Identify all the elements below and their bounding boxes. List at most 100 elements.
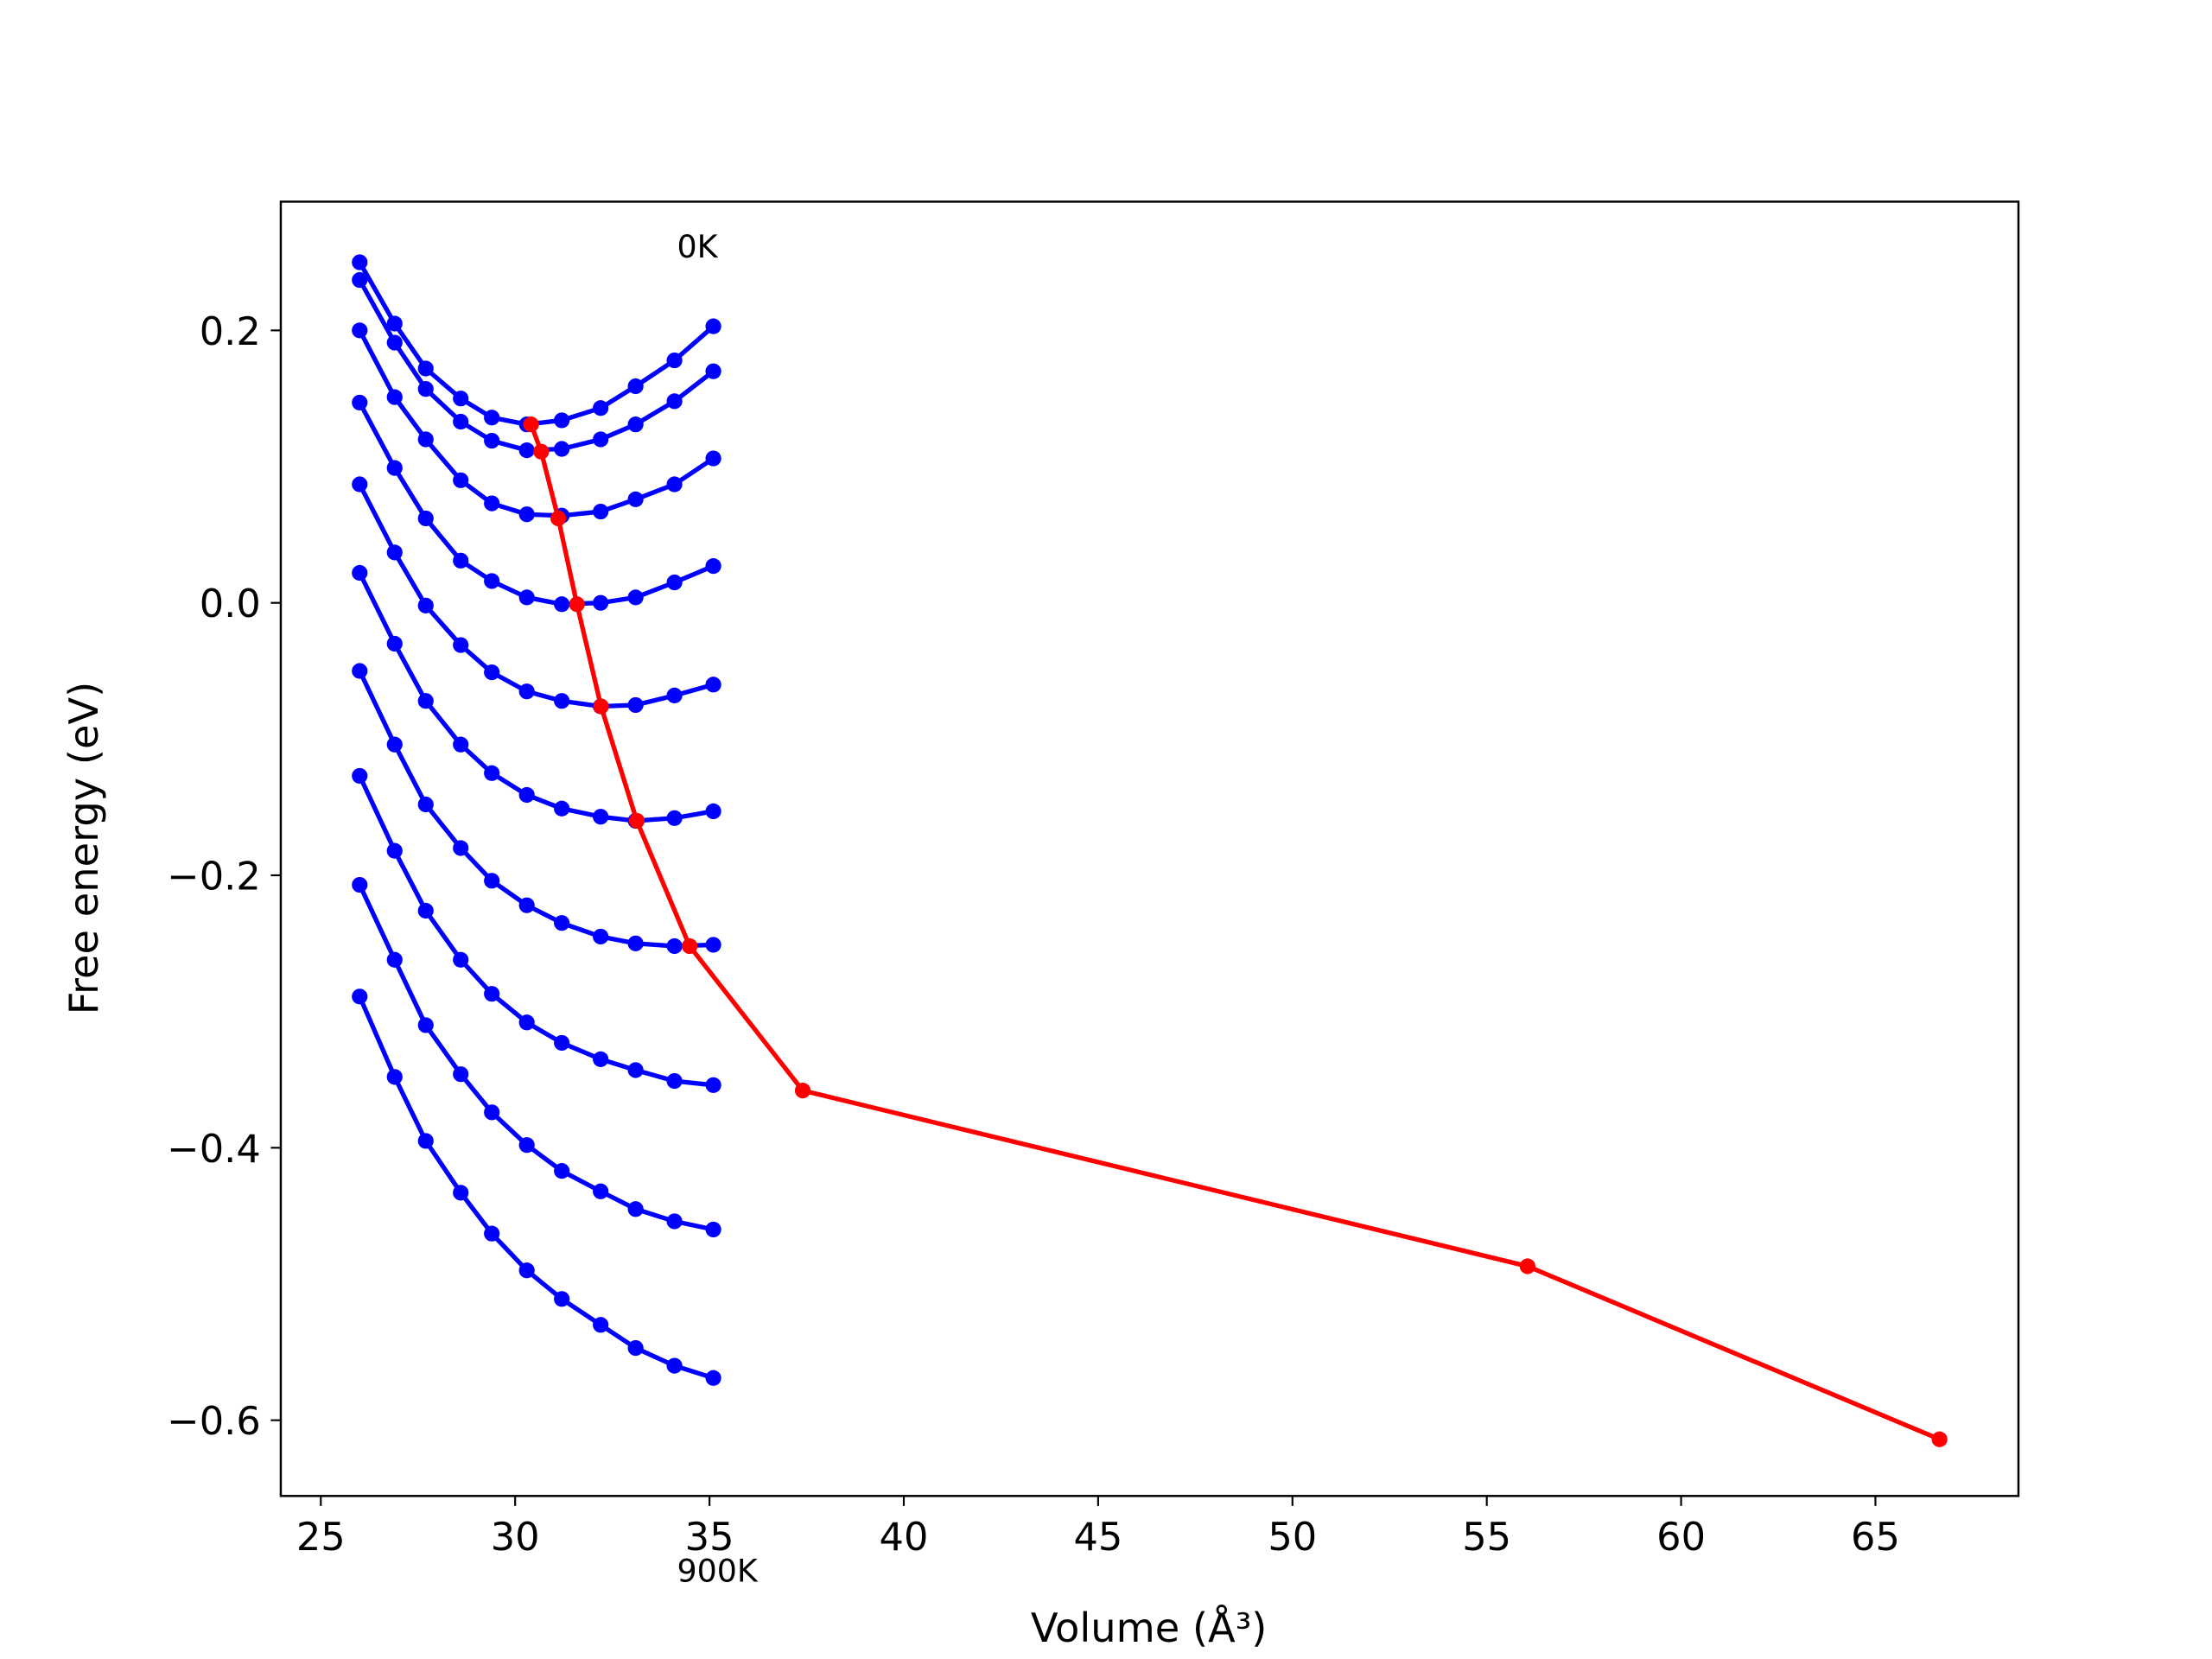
x-tick-label: 65 [1851, 1515, 1900, 1560]
data-point [453, 1066, 469, 1083]
data-point [627, 1062, 644, 1078]
x-tick-label: 35 [685, 1515, 734, 1560]
data-point [386, 635, 403, 652]
data-point [352, 322, 368, 339]
data-point [352, 767, 368, 785]
data-point [453, 951, 469, 968]
y-tick-label: 0.2 [200, 309, 261, 354]
data-point [705, 677, 721, 693]
x-tick-label: 50 [1268, 1515, 1317, 1560]
data-point [484, 765, 500, 781]
data-point [518, 1137, 535, 1154]
annotation: 0K [677, 228, 718, 265]
data-point [453, 413, 469, 430]
data-point [484, 1104, 500, 1121]
data-point [453, 552, 469, 569]
data-point [417, 1017, 434, 1033]
data-point [386, 736, 403, 753]
data-point [627, 416, 644, 433]
data-point [554, 1291, 570, 1307]
data-point [453, 391, 469, 407]
x-axis-label: Volume (Å³) [1031, 1605, 1267, 1651]
data-point [705, 937, 721, 953]
data-point [593, 594, 609, 611]
data-point [352, 254, 368, 270]
x-tick-label: 55 [1462, 1515, 1511, 1560]
plot-frame [279, 200, 2020, 1497]
data-point [666, 476, 683, 493]
data-point [554, 1034, 570, 1052]
data-point [518, 1262, 535, 1279]
data-point [417, 902, 434, 919]
data-point [705, 450, 721, 467]
data-point [484, 664, 500, 681]
data-point [593, 431, 609, 448]
data-point [386, 544, 403, 561]
data-point [352, 663, 368, 679]
y-tick-label: −0.4 [167, 1127, 260, 1172]
data-point [386, 1069, 403, 1085]
data-point [484, 410, 500, 426]
data-point [705, 318, 721, 334]
data-point [417, 381, 434, 397]
data-point [417, 796, 434, 813]
data-point [352, 476, 368, 493]
data-point [453, 472, 469, 488]
x-tick-label: 40 [880, 1515, 929, 1560]
data-point [627, 696, 644, 714]
data-point [352, 876, 368, 893]
data-point [627, 378, 644, 395]
data-point [705, 1221, 721, 1238]
data-point [352, 271, 368, 289]
x-tick-label: 25 [296, 1515, 346, 1560]
data-point [518, 897, 535, 913]
data-point [554, 1163, 570, 1179]
data-point [554, 441, 570, 457]
data-point [682, 938, 698, 955]
data-point [666, 1357, 683, 1374]
data-point [518, 1014, 535, 1031]
annotation: 900K [677, 1553, 758, 1590]
data-point [627, 935, 644, 951]
data-point [386, 842, 403, 859]
data-point [705, 363, 721, 379]
data-point [593, 928, 609, 945]
data-point [518, 506, 535, 523]
data-point [627, 1201, 644, 1217]
data-point [1519, 1258, 1536, 1274]
data-point [453, 637, 469, 653]
x-tick-label: 30 [491, 1515, 540, 1560]
data-point [554, 915, 570, 931]
data-point [417, 597, 434, 613]
data-point [627, 491, 644, 507]
data-point [352, 394, 368, 411]
data-point [794, 1083, 811, 1099]
data-point [593, 1317, 609, 1333]
data-point [484, 986, 500, 1002]
data-point [705, 558, 721, 575]
data-point [518, 683, 535, 700]
data-point [533, 443, 550, 460]
data-point [518, 589, 535, 606]
data-point [352, 988, 368, 1005]
data-point [417, 431, 434, 448]
data-point [550, 510, 567, 527]
data-point [453, 840, 469, 856]
data-point [666, 393, 683, 410]
data-point [705, 803, 721, 820]
data-point [666, 352, 683, 369]
data-point [453, 736, 469, 753]
data-point [386, 315, 403, 332]
data-point [453, 1185, 469, 1201]
data-point [666, 1213, 683, 1230]
data-point [518, 442, 535, 459]
y-axis-label: Free energy (eV) [60, 682, 107, 1015]
data-point [554, 412, 570, 429]
data-point [518, 786, 535, 804]
data-point [569, 596, 585, 613]
data-point [386, 951, 403, 968]
series-line [529, 423, 1941, 1442]
data-point [593, 1051, 609, 1067]
